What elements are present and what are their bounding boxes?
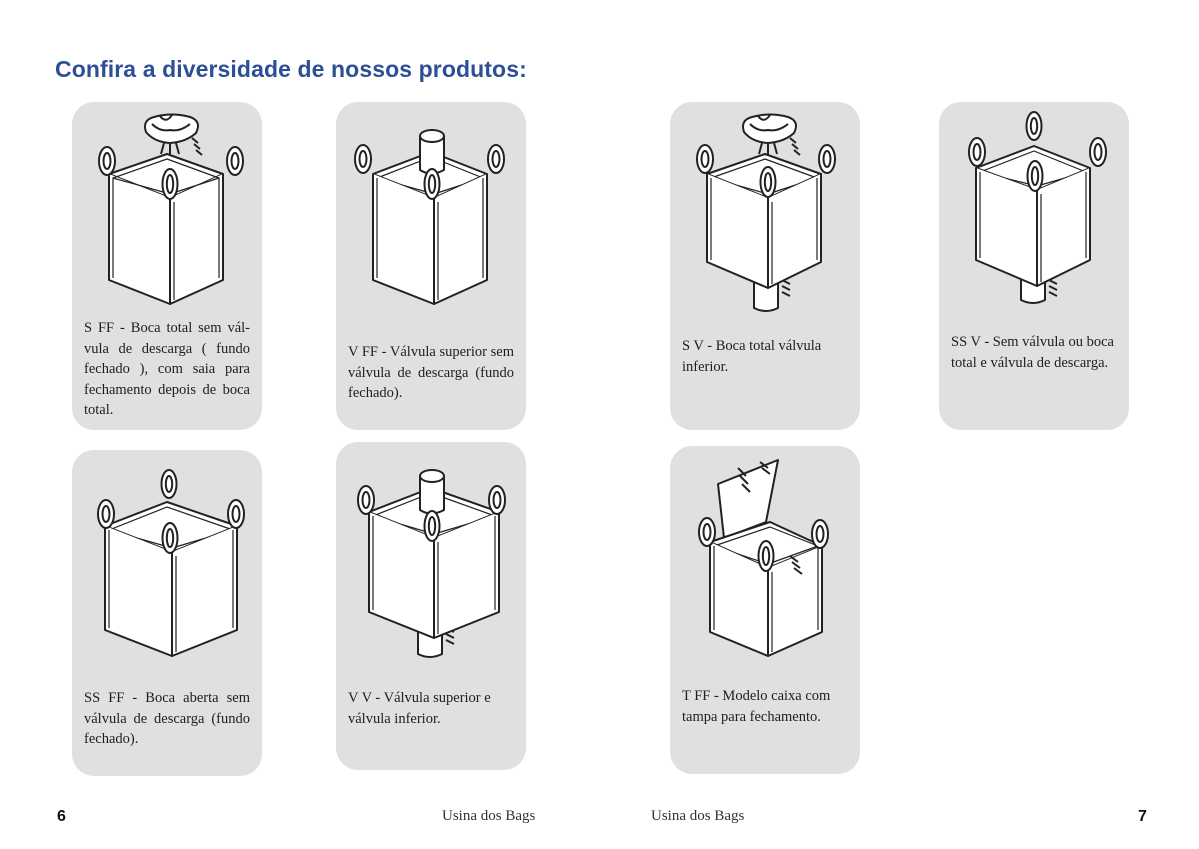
page-number-right: 7: [1138, 808, 1147, 825]
bag-illustration-open-icon: [97, 469, 245, 657]
product-description: V V - Válvula superior e válvula inferio…: [348, 690, 491, 727]
product-description: S FF - Boca total sem vál-vula de descar…: [84, 320, 250, 418]
product-card-s-v: S V - Boca total válvula inferior.: [670, 102, 860, 430]
product-card-v-v: V V - Válvula superior e válvula inferio…: [336, 442, 526, 770]
bag-illustration-top-valve-icon: [354, 129, 505, 305]
product-card-ss-v: SS V - Sem válvula ou boca total e válvu…: [939, 102, 1129, 430]
product-description: SS FF - Boca aberta sem válvula de desca…: [84, 690, 250, 747]
product-description: S V - Boca total válvula inferior.: [682, 338, 822, 375]
page-title: Confira a diversidade de nossos produtos…: [55, 56, 527, 82]
product-card-v-ff: V FF - Válvula superior sem válvula de d…: [336, 102, 526, 430]
bag-illustration-lid-icon: [698, 459, 829, 657]
bag-illustration-valve-discharge-icon: [357, 469, 506, 658]
product-description: V FF - Válvula superior sem válvula de d…: [348, 344, 514, 401]
bag-illustration-skirt-icon: [98, 113, 244, 305]
product-card-s-ff: S FF - Boca total sem vál-vula de descar…: [72, 102, 262, 430]
product-description: T FF - Modelo caixa com tampa para fecha…: [682, 688, 831, 725]
page-number-left: 6: [57, 808, 66, 825]
bag-illustration-open-discharge-icon: [968, 111, 1107, 304]
footer-brand-right: Usina dos Bags: [651, 808, 745, 824]
product-description: SS V - Sem válvula ou boca total e válvu…: [951, 334, 1114, 371]
product-card-ss-ff: SS FF - Boca aberta sem válvula de desca…: [72, 450, 262, 776]
footer-brand-left: Usina dos Bags: [442, 808, 536, 824]
product-card-t-ff: T FF - Modelo caixa com tampa para fecha…: [670, 446, 860, 774]
bag-illustration-skirt-discharge-icon: [696, 113, 836, 312]
